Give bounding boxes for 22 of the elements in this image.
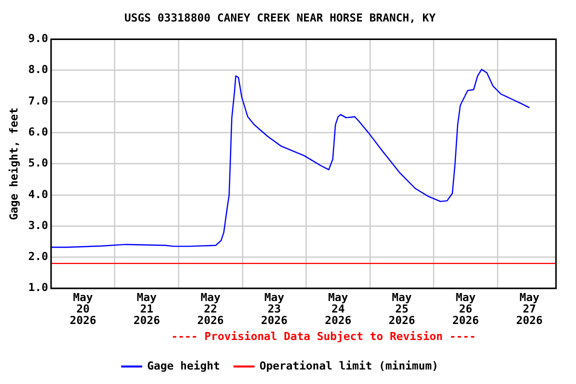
y-tick-label: 1.0 (28, 281, 48, 294)
y-tick-label: 4.0 (28, 188, 48, 201)
x-tick-label: May 26 2026 (452, 290, 480, 328)
y-tick-label: 2.0 (28, 250, 48, 264)
y-tick-label: 9.0 (28, 32, 48, 46)
y-tick-label: 8.0 (28, 63, 48, 76)
x-tick-label: May 27 2026 (516, 290, 544, 328)
y-axis-title: Gage height, feet (7, 107, 20, 220)
x-tick-label: May 20 2026 (70, 290, 97, 328)
x-tick-label: May 23 2026 (261, 290, 288, 328)
y-tick-label: 6.0 (28, 125, 48, 138)
x-tick-label: May 25 2026 (388, 290, 416, 328)
x-tick-label: May 24 2026 (324, 290, 352, 328)
legend-label: Gage height (147, 359, 220, 372)
y-tick-label: 3.0 (28, 218, 48, 232)
x-tick-label: May 22 2026 (197, 290, 224, 328)
text: ---- Provisional Data Subject to Revision ---- (171, 330, 476, 343)
legend-label: Operational limit (minimum) (260, 359, 438, 372)
x-tick-label: May 21 2026 (133, 290, 160, 328)
chart-title: USGS 03318800 CANEY CREEK NEAR HORSE BRANCH, KY (124, 11, 436, 24)
y-tick-label: 7.0 (28, 94, 48, 108)
y-tick-label: 5.0 (28, 156, 48, 170)
